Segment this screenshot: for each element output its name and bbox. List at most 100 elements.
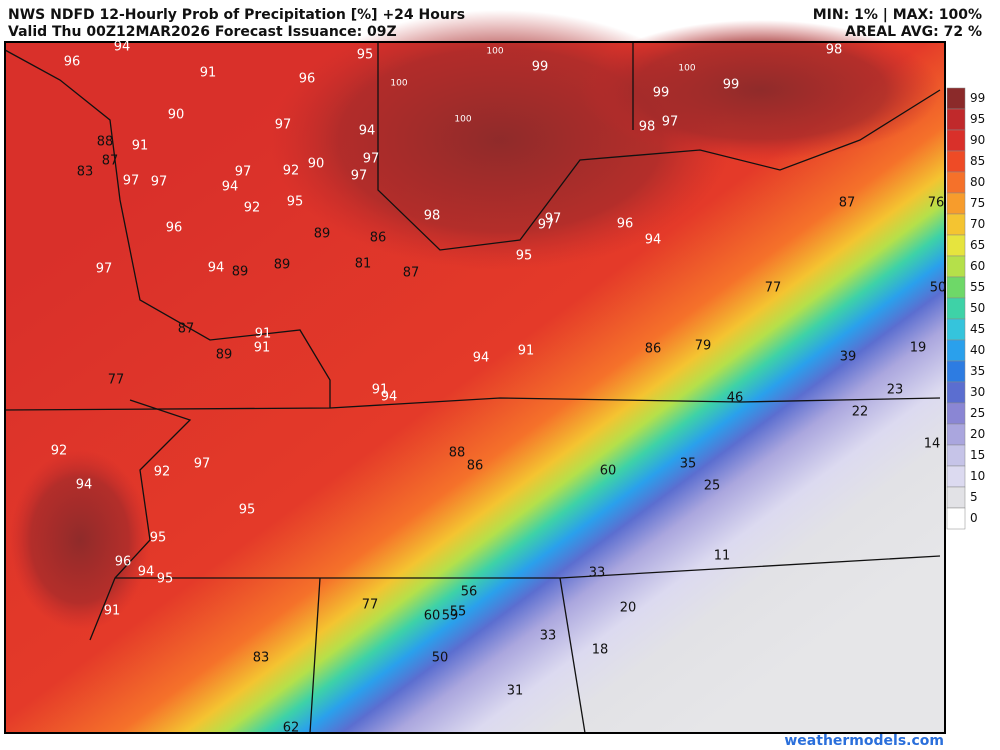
colorbar-swatch: [946, 507, 966, 530]
point-value: 97: [538, 218, 555, 233]
colorbar-swatch: [946, 381, 966, 404]
colorbar-swatch: [946, 423, 966, 446]
colorbar-label: 95: [970, 112, 985, 126]
colorbar-label: 70: [970, 217, 985, 231]
colorbar-label: 25: [970, 406, 985, 420]
point-value: 94: [76, 478, 93, 493]
colorbar-swatch: [946, 402, 966, 425]
map-frame: [4, 41, 946, 734]
point-value: 95: [287, 195, 304, 210]
point-value: 91: [518, 344, 535, 359]
point-value: 100: [678, 64, 695, 74]
point-value: 55: [450, 605, 467, 620]
point-value: 14: [924, 437, 941, 452]
point-value: 96: [64, 55, 81, 70]
footer-credit: weathermodels.com: [784, 733, 944, 749]
point-value: 97: [96, 262, 113, 277]
point-value: 87: [839, 196, 856, 211]
colorbar-label: 45: [970, 322, 985, 336]
colorbar-label: 60: [970, 259, 985, 273]
point-value: 97: [235, 165, 252, 180]
point-value: 62: [283, 721, 300, 736]
point-value: 79: [695, 339, 712, 354]
point-value: 90: [168, 108, 185, 123]
point-value: 91: [254, 341, 271, 356]
point-value: 20: [620, 601, 637, 616]
point-value: 35: [680, 457, 697, 472]
point-value: 46: [727, 391, 744, 406]
colorbar-label: 0: [970, 511, 978, 525]
point-value: 100: [454, 115, 471, 125]
point-value: 92: [283, 164, 300, 179]
colorbar-label: 20: [970, 427, 985, 441]
point-value: 100: [486, 47, 503, 57]
colorbar-label: 15: [970, 448, 985, 462]
point-value: 97: [275, 118, 292, 133]
point-value: 95: [516, 249, 533, 264]
point-value: 98: [639, 120, 656, 135]
point-value: 88: [449, 446, 466, 461]
colorbar-swatch: [946, 276, 966, 299]
colorbar-swatch: [946, 129, 966, 152]
point-value: 31: [507, 684, 524, 699]
high-prob-area: [10, 450, 150, 630]
point-value: 60: [600, 464, 617, 479]
point-value: 95: [150, 531, 167, 546]
point-value: 88: [97, 135, 114, 150]
point-value: 77: [765, 281, 782, 296]
point-value: 92: [244, 201, 261, 216]
point-value: 50: [432, 651, 449, 666]
colorbar-label: 10: [970, 469, 985, 483]
point-value: 97: [662, 115, 679, 130]
point-value: 98: [424, 209, 441, 224]
point-value: 94: [381, 390, 398, 405]
point-value: 89: [232, 265, 249, 280]
point-value: 92: [154, 465, 171, 480]
min-max: MIN: 1% | MAX: 100%: [813, 7, 982, 23]
point-value: 89: [314, 227, 331, 242]
colorbar-swatch: [946, 234, 966, 257]
point-value: 95: [157, 572, 174, 587]
point-value: 18: [592, 643, 609, 658]
point-value: 97: [194, 457, 211, 472]
point-value: 95: [357, 48, 374, 63]
colorbar-swatch: [946, 360, 966, 383]
point-value: 99: [532, 60, 549, 75]
valid-time: Valid Thu 00Z12MAR2026 Forecast Issuance…: [8, 24, 397, 40]
point-value: 96: [115, 555, 132, 570]
colorbar-label: 80: [970, 175, 985, 189]
point-value: 100: [390, 79, 407, 89]
point-value: 77: [362, 598, 379, 613]
point-value: 91: [104, 604, 121, 619]
point-value: 89: [274, 258, 291, 273]
point-value: 76: [928, 196, 945, 211]
point-value: 94: [359, 124, 376, 139]
state-borders: [4, 42, 941, 734]
colorbar-swatch: [946, 150, 966, 173]
colorbar-swatch: [946, 192, 966, 215]
point-value: 23: [887, 383, 904, 398]
colorbar-label: 75: [970, 196, 985, 210]
point-value: 97: [545, 212, 562, 227]
point-value: 87: [102, 154, 119, 169]
point-value: 81: [355, 257, 372, 272]
point-value: 99: [723, 78, 740, 93]
colorbar-label: 30: [970, 385, 985, 399]
point-value: 89: [216, 348, 233, 363]
point-value: 39: [840, 350, 857, 365]
colorbar-label: 85: [970, 154, 985, 168]
point-value: 86: [645, 342, 662, 357]
point-value: 96: [299, 72, 316, 87]
point-value: 33: [540, 629, 557, 644]
point-value: 94: [222, 180, 239, 195]
point-value: 22: [852, 405, 869, 420]
title: NWS NDFD 12-Hourly Prob of Precipitation…: [8, 7, 465, 23]
point-value: 33: [589, 566, 606, 581]
high-prob-area: [580, 20, 940, 160]
point-value: 91: [132, 139, 149, 154]
point-value: 95: [239, 503, 256, 518]
